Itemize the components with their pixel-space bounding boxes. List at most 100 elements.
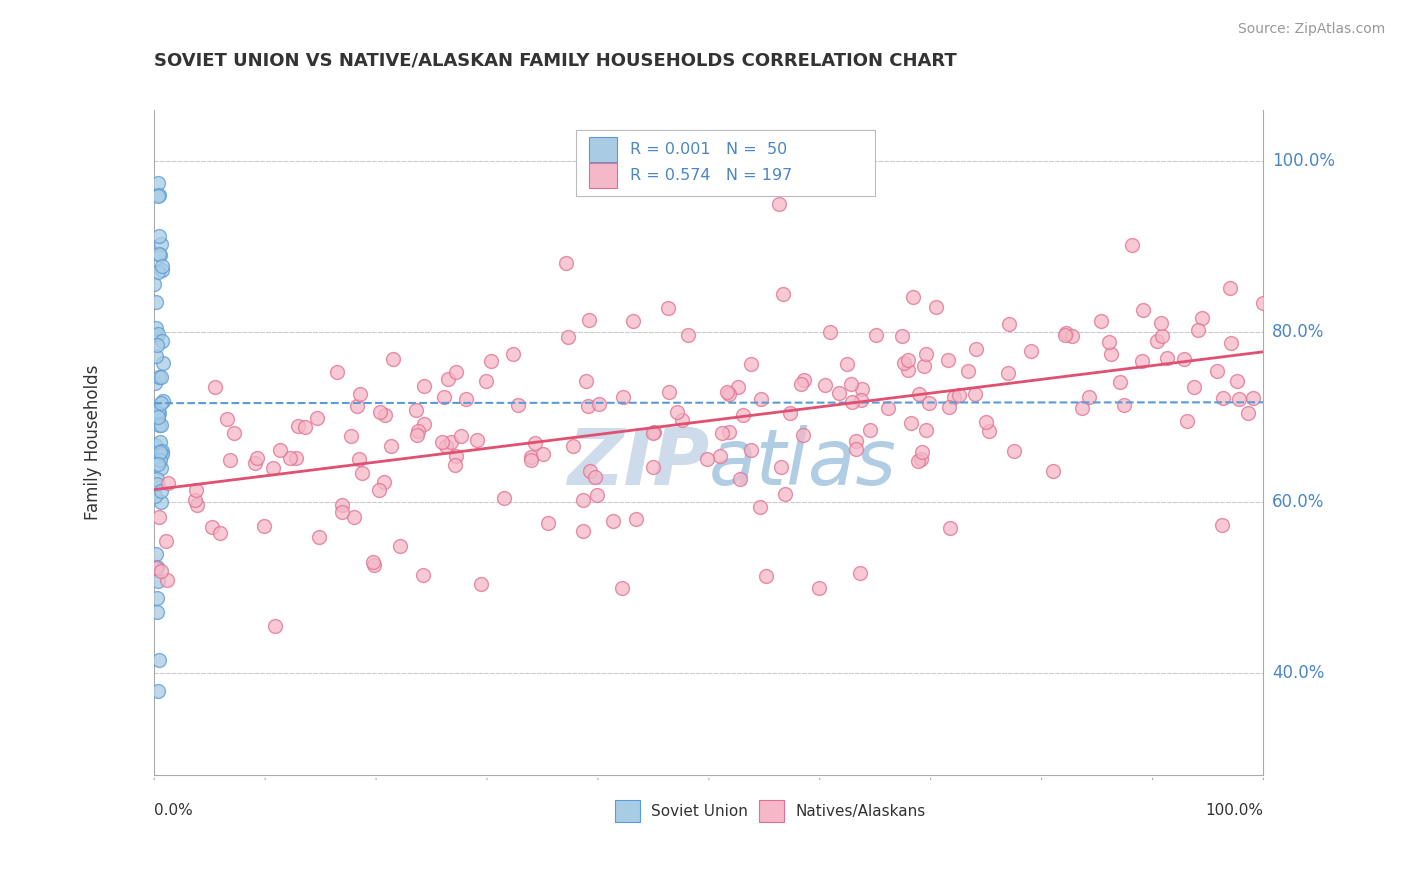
Point xyxy=(1219,281,1241,295)
Point xyxy=(152,393,174,408)
Point xyxy=(877,401,900,416)
Point xyxy=(412,417,434,431)
Point xyxy=(676,327,699,342)
Point xyxy=(262,461,284,475)
Point xyxy=(658,385,681,400)
Point xyxy=(326,365,349,379)
Point xyxy=(740,442,762,457)
Point xyxy=(145,295,167,310)
Point xyxy=(148,406,170,420)
Point xyxy=(939,521,962,535)
Point xyxy=(841,395,863,409)
Point xyxy=(145,561,167,575)
Point xyxy=(696,452,718,467)
Point xyxy=(148,229,170,244)
Point xyxy=(278,451,301,466)
Point xyxy=(433,390,456,404)
Point xyxy=(1226,374,1249,388)
Point xyxy=(807,581,830,595)
Point xyxy=(1173,351,1195,366)
Point xyxy=(1077,390,1099,404)
Point xyxy=(911,444,934,458)
Point xyxy=(1182,380,1205,394)
Point xyxy=(588,397,610,411)
Point xyxy=(148,574,170,589)
Point xyxy=(769,460,792,475)
Point xyxy=(912,359,935,374)
Point xyxy=(148,188,170,202)
Point xyxy=(579,464,602,478)
Point xyxy=(907,454,929,468)
Point xyxy=(1152,329,1174,343)
Point xyxy=(835,357,858,371)
Point xyxy=(145,489,167,503)
Point xyxy=(186,498,208,512)
Point xyxy=(380,439,402,453)
Point xyxy=(492,491,515,505)
Point xyxy=(450,428,472,442)
Point xyxy=(572,493,595,508)
Point xyxy=(405,403,427,417)
Point xyxy=(146,265,169,279)
Point xyxy=(671,412,693,426)
Point xyxy=(349,386,371,401)
Point xyxy=(717,425,740,439)
Point xyxy=(897,362,920,376)
Point xyxy=(740,357,762,371)
Point xyxy=(572,524,595,538)
Point xyxy=(643,425,665,440)
Point xyxy=(444,458,467,472)
Point xyxy=(148,248,170,262)
Point xyxy=(145,472,167,486)
Point xyxy=(1099,347,1122,361)
Point xyxy=(149,236,172,251)
Point xyxy=(145,477,167,491)
Point xyxy=(412,568,434,582)
Point xyxy=(1236,406,1258,420)
Point xyxy=(1187,323,1209,337)
Point xyxy=(149,418,172,433)
Point xyxy=(143,277,166,291)
Point xyxy=(977,424,1000,438)
Point xyxy=(965,342,987,356)
Point xyxy=(374,408,396,422)
Point xyxy=(149,452,172,467)
Point xyxy=(149,445,172,459)
Point xyxy=(145,349,167,363)
Point xyxy=(612,390,634,404)
Point xyxy=(143,328,166,343)
Point xyxy=(1146,334,1168,348)
Point xyxy=(839,376,862,391)
Point xyxy=(245,457,267,471)
Point xyxy=(849,566,872,581)
Point xyxy=(915,424,938,438)
Point xyxy=(576,399,599,413)
Point xyxy=(1042,464,1064,478)
Point xyxy=(997,317,1019,331)
Point xyxy=(731,408,754,422)
Point xyxy=(346,400,368,414)
Point xyxy=(152,447,174,461)
Point xyxy=(479,354,502,368)
Point xyxy=(956,364,979,378)
Point xyxy=(814,377,837,392)
Point xyxy=(851,392,873,407)
Point xyxy=(1060,329,1083,343)
Point xyxy=(430,435,453,450)
Point xyxy=(201,519,224,533)
Point xyxy=(373,475,395,489)
Point xyxy=(818,325,841,339)
Point xyxy=(666,405,689,419)
Point xyxy=(779,406,801,420)
Point xyxy=(502,347,524,361)
Point xyxy=(1019,343,1042,358)
Point xyxy=(146,457,169,471)
FancyBboxPatch shape xyxy=(589,136,617,161)
Point xyxy=(641,425,664,440)
Point xyxy=(470,576,492,591)
Point xyxy=(150,370,173,384)
Point xyxy=(557,329,579,343)
Point xyxy=(186,483,208,498)
Point xyxy=(148,326,170,341)
Text: ZIP: ZIP xyxy=(567,425,709,500)
